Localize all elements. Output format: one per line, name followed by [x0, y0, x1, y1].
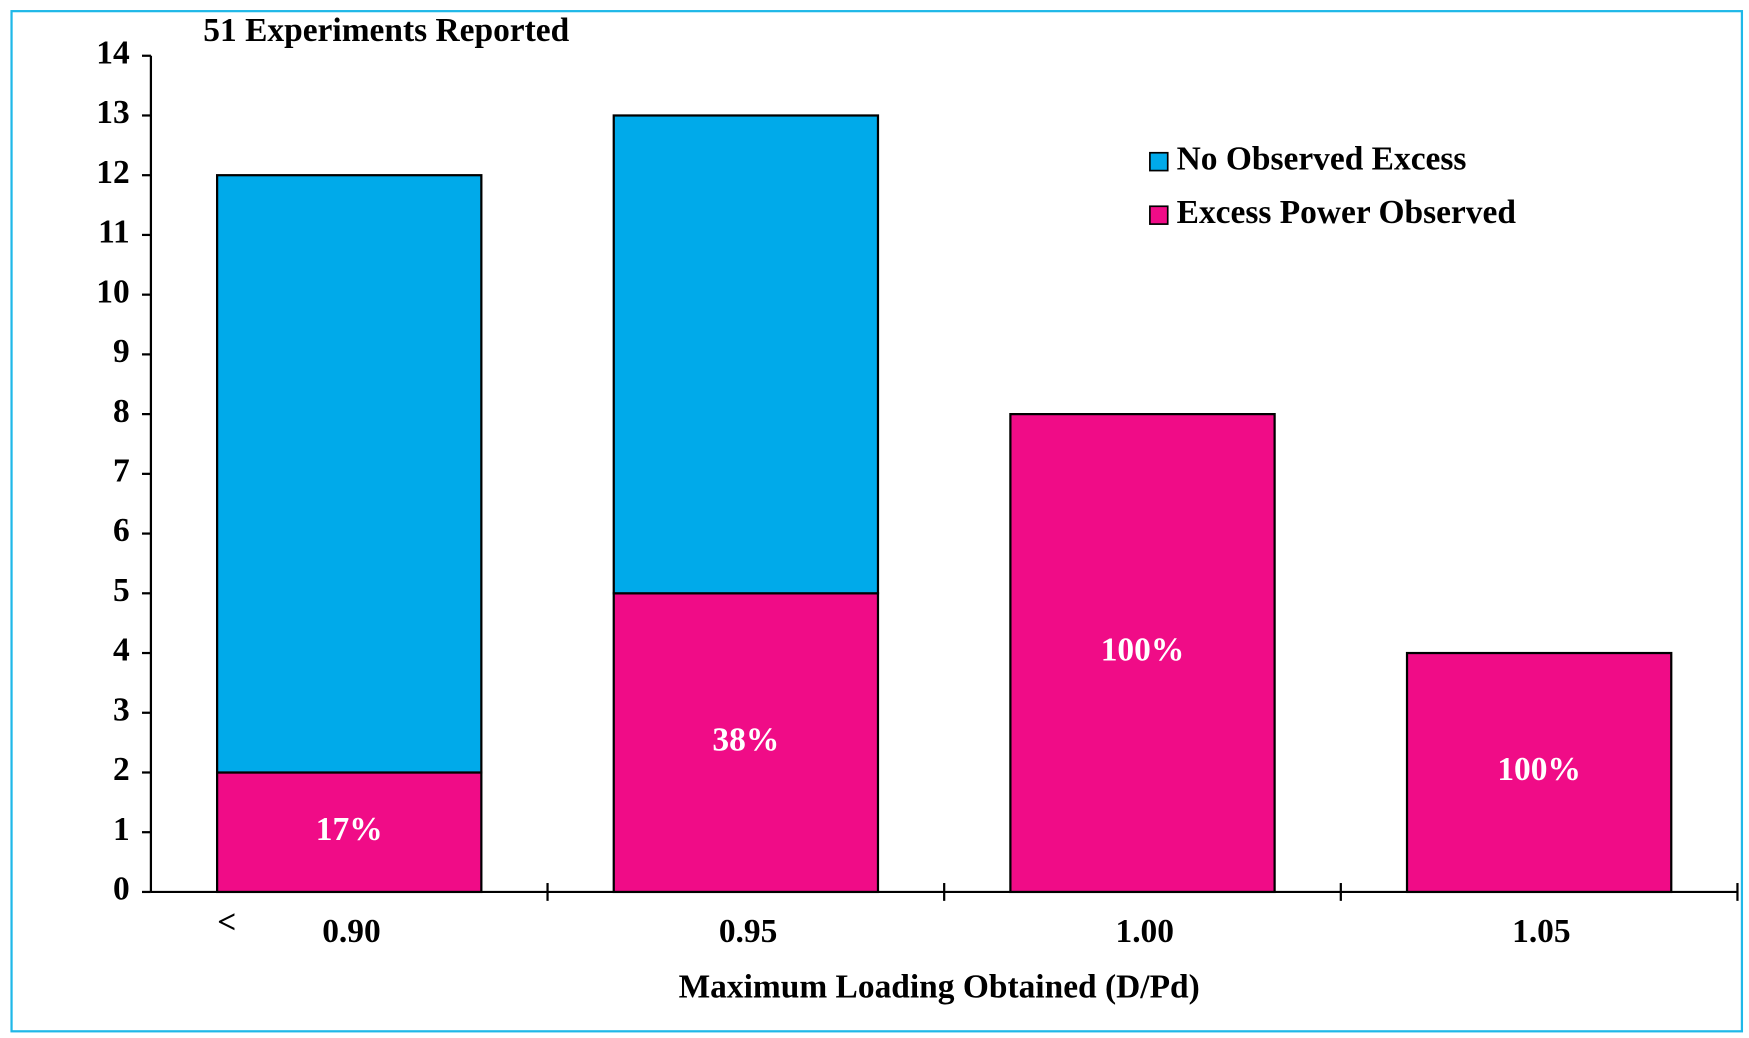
- y-tick-label: 0: [113, 871, 130, 908]
- bar-segment: [1405, 651, 1673, 894]
- bar-segment: [215, 174, 483, 774]
- y-tick-label: 6: [113, 512, 130, 549]
- percent-label: 100%: [1497, 751, 1581, 788]
- y-tick-label: 13: [96, 94, 129, 131]
- category-prefix: <: [217, 904, 236, 941]
- y-tick-label: 3: [113, 691, 130, 728]
- x-tick-label: 1.05: [1512, 913, 1571, 950]
- x-tick-label: 1.00: [1115, 913, 1174, 950]
- chart-title: 51 Experiments Reported: [203, 12, 569, 49]
- bar-segment: [1009, 413, 1276, 894]
- percent-label: 38%: [712, 721, 779, 758]
- legend-label: No Observed Excess: [1177, 140, 1467, 177]
- legend-swatch: [1149, 205, 1169, 225]
- y-tick-label: 12: [96, 154, 129, 191]
- y-tick-label: 8: [113, 393, 130, 430]
- y-tick-label: 14: [96, 34, 130, 71]
- y-tick-label: 5: [113, 572, 130, 609]
- x-axis-label: Maximum Loading Obtained (D/Pd): [679, 969, 1200, 1006]
- x-tick-label: 0.90: [322, 913, 381, 950]
- y-tick-label: 7: [113, 453, 130, 490]
- bar-segment: [612, 114, 880, 595]
- legend-swatch: [1149, 151, 1169, 172]
- y-tick-label: 4: [113, 632, 130, 669]
- bar-segment: [215, 771, 483, 894]
- y-tick-label: 2: [113, 751, 130, 788]
- percent-label: 17%: [316, 811, 383, 848]
- x-tick-label: 0.95: [719, 913, 778, 950]
- y-tick-label: 9: [113, 333, 130, 370]
- y-tick-label: 10: [96, 273, 129, 310]
- bar-segment: [612, 592, 880, 894]
- y-tick-label: 11: [98, 214, 130, 251]
- percent-label: 100%: [1101, 632, 1185, 669]
- legend-label: Excess Power Observed: [1177, 194, 1517, 231]
- y-tick-label: 1: [113, 811, 130, 848]
